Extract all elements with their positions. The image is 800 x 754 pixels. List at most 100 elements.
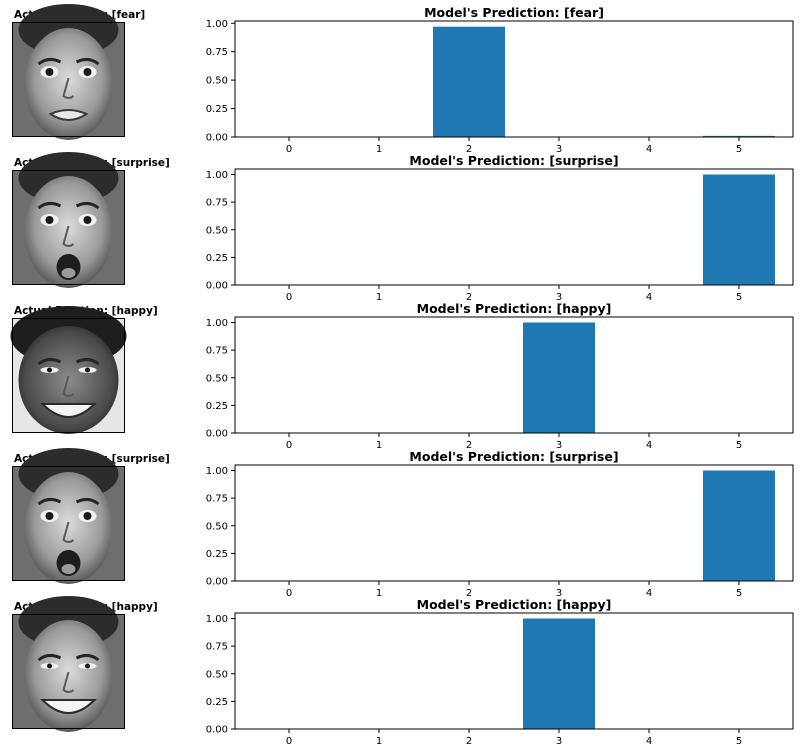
x-tick-label: 3 — [556, 440, 562, 451]
y-tick-label: 0.00 — [206, 281, 228, 292]
right-eyebrow — [75, 497, 100, 506]
bar-5 — [703, 174, 775, 285]
left-pupil — [45, 68, 54, 76]
x-tick-label: 1 — [376, 588, 382, 599]
bar-5 — [703, 135, 775, 137]
y-tick-label: 0.25 — [206, 104, 228, 115]
nose — [62, 225, 75, 247]
axes-frame — [234, 464, 794, 582]
y-tick-label: 0.25 — [206, 549, 228, 560]
nose — [62, 671, 75, 693]
tongue — [61, 268, 76, 278]
x-tick-label: 5 — [736, 736, 742, 747]
mouth — [48, 109, 89, 121]
panel-4: Actual Emotion: [surprise]Model's Predic… — [14, 449, 794, 599]
y-tick-label: 1.00 — [206, 614, 228, 625]
panel-1: Actual Emotion: [fear]Model's Prediction… — [14, 5, 794, 155]
axes-frame — [234, 168, 794, 286]
nose — [62, 521, 75, 543]
panel-2: Actual Emotion: [surprise]Model's Predic… — [14, 153, 794, 303]
face-shape — [24, 28, 113, 140]
axes-frame — [234, 612, 794, 730]
right-pupil — [85, 663, 90, 669]
nose — [62, 77, 75, 99]
chart-title: Model's Prediction: [fear] — [424, 5, 604, 20]
x-tick-label: 1 — [376, 736, 382, 747]
face-shape — [18, 326, 119, 434]
y-tick-label: 0.00 — [206, 725, 228, 736]
y-tick-label: 0.00 — [206, 133, 228, 144]
panel-5: Actual Emotion: [happy]Model's Predictio… — [14, 597, 794, 747]
x-tick-label: 3 — [556, 736, 562, 747]
x-tick-label: 0 — [286, 440, 292, 451]
x-tick-label: 0 — [286, 736, 292, 747]
left-eyebrow — [37, 201, 62, 210]
face-border — [12, 22, 125, 137]
right-pupil — [85, 367, 90, 373]
left-pupil — [45, 216, 54, 224]
right-eyebrow — [75, 357, 100, 366]
right-eyebrow — [75, 653, 100, 662]
bar-5 — [703, 470, 775, 581]
y-tick-label: 0.75 — [206, 642, 228, 653]
x-tick-label: 5 — [736, 292, 742, 303]
mouth — [40, 403, 97, 418]
x-tick-label: 2 — [466, 588, 472, 599]
y-tick-label: 1.00 — [206, 466, 228, 477]
x-tick-label: 2 — [466, 440, 472, 451]
bar-3 — [523, 322, 595, 433]
face-border — [12, 466, 125, 581]
x-tick-label: 0 — [286, 144, 292, 155]
y-tick-label: 0.25 — [206, 401, 228, 412]
right-pupil — [83, 512, 92, 520]
axes-frame — [234, 316, 794, 434]
chart-title: Model's Prediction: [surprise] — [409, 153, 618, 168]
y-tick-label: 0.50 — [206, 76, 228, 87]
y-tick-label: 1.00 — [206, 19, 228, 30]
x-tick-label: 1 — [376, 292, 382, 303]
y-tick-label: 0.50 — [206, 669, 228, 680]
y-tick-label: 0.75 — [206, 47, 228, 58]
x-tick-label: 3 — [556, 292, 562, 303]
chart-title: Model's Prediction: [happy] — [417, 597, 612, 612]
face-image-5 — [12, 596, 125, 732]
x-tick-label: 4 — [646, 144, 652, 155]
right-pupil — [83, 68, 92, 76]
face-border — [12, 318, 125, 433]
x-tick-label: 2 — [466, 292, 472, 303]
left-pupil — [47, 663, 52, 669]
face-image-1 — [12, 4, 125, 140]
y-tick-label: 0.25 — [206, 697, 228, 708]
face-border — [12, 614, 125, 729]
face-shape — [24, 620, 113, 732]
y-tick-label: 1.00 — [206, 318, 228, 329]
x-tick-label: 2 — [466, 736, 472, 747]
face-border — [12, 170, 125, 285]
face-image-3 — [10, 306, 127, 434]
left-eyebrow — [37, 57, 62, 66]
left-pupil — [45, 512, 54, 520]
bar-2 — [433, 26, 505, 138]
face-image-4 — [12, 448, 125, 584]
left-eyebrow — [37, 357, 62, 366]
x-tick-label: 4 — [646, 736, 652, 747]
y-tick-label: 0.75 — [206, 494, 228, 505]
right-eyebrow — [75, 201, 100, 210]
axes-frame — [234, 20, 794, 138]
x-tick-label: 1 — [376, 144, 382, 155]
left-eyebrow — [37, 497, 62, 506]
x-tick-label: 5 — [736, 144, 742, 155]
y-tick-label: 0.25 — [206, 253, 228, 264]
left-eyebrow — [37, 653, 62, 662]
x-tick-label: 4 — [646, 292, 652, 303]
y-tick-label: 1.00 — [206, 170, 228, 181]
y-tick-label: 0.50 — [206, 521, 228, 532]
y-tick-label: 0.00 — [206, 577, 228, 588]
chart-title: Model's Prediction: [happy] — [417, 301, 612, 316]
left-pupil — [47, 367, 52, 373]
y-tick-label: 0.75 — [206, 346, 228, 357]
x-tick-label: 1 — [376, 440, 382, 451]
mouth — [40, 699, 97, 714]
bar-3 — [523, 618, 595, 729]
